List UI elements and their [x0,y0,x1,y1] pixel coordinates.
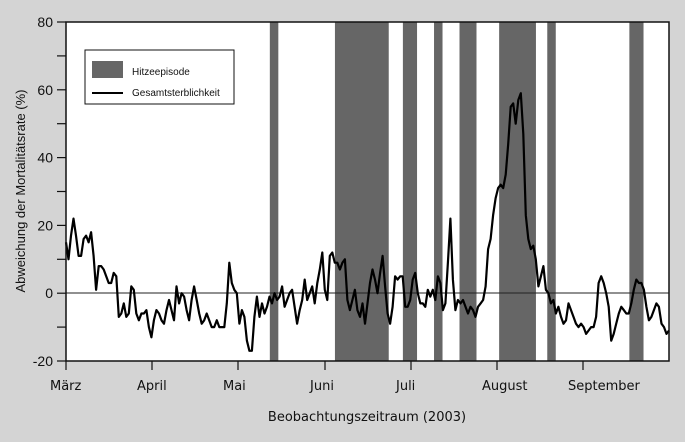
heat-episode-band [269,22,279,361]
heat-episode-band [499,22,536,361]
x-tick-label: Juli [395,379,415,394]
y-tick-label: 80 [37,14,53,30]
legend: Hitzeepisode Gesamtsterblichkeit [84,49,235,105]
x-tick-label: September [568,379,641,394]
x-tick-label: März [50,379,82,394]
heat-episode-band [547,22,556,361]
y-axis: -20 0 20 40 60 80 [33,14,66,369]
x-axis: März April Mai Juni Juli August September [50,361,641,394]
x-tick-label: August [482,379,528,394]
y-tick-label: 0 [45,285,53,301]
heat-episode-band [402,22,418,361]
x-axis-title: Beobachtungszeitraum (2003) [268,410,466,425]
y-tick-label: 60 [37,82,53,98]
heat-episode-band [459,22,477,361]
x-tick-label: Mai [223,379,246,394]
heat-episode-band [434,22,443,361]
legend-label-mortality: Gesamtsterblichkeit [132,88,220,99]
y-tick-label: 20 [37,217,53,233]
legend-heat-swatch [92,61,123,78]
y-tick-label: -20 [33,353,53,369]
x-tick-label: Juni [309,379,334,394]
x-tick-label: April [137,379,167,394]
legend-label-heat: Hitzeepisode [132,67,190,78]
total-mortality-line [64,92,670,352]
y-axis-title: Abweichung der Mortalitätsrate (%) [13,89,28,292]
y-tick-label: 40 [37,150,53,166]
heat-episode-band [629,22,644,361]
